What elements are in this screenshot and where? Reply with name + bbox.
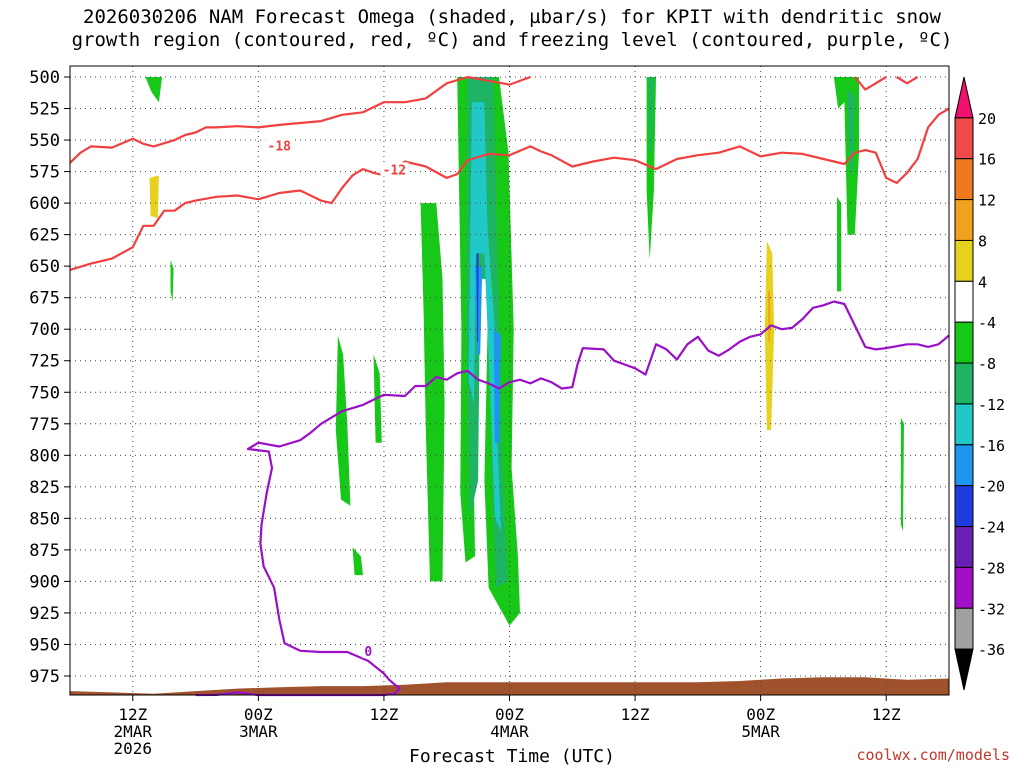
colorbar-label: -32	[978, 600, 1005, 618]
y-tick-label: 550	[29, 131, 60, 151]
colorbar-bin	[954, 280, 974, 323]
y-tick-label: 900	[29, 572, 60, 592]
x-tick-date: 4MAR	[490, 722, 529, 741]
y-tick-label: 950	[29, 635, 60, 655]
contour-label-bg	[265, 138, 294, 153]
contour-label-bg	[380, 162, 409, 177]
colorbar-label: -4	[978, 314, 996, 332]
red-contour	[467, 75, 531, 86]
y-tick-label: 800	[29, 446, 60, 466]
colorbar-bin	[954, 117, 974, 160]
x-tick-label: 12Z	[872, 705, 901, 724]
omega-region	[493, 329, 502, 443]
colorbar-label: 4	[978, 273, 987, 291]
omega-region	[468, 102, 502, 531]
omega-region	[900, 417, 904, 531]
omega-region	[170, 259, 174, 302]
x-tick-date: 3MAR	[239, 722, 278, 741]
colorbar-label: -20	[978, 478, 1005, 496]
contour-label-bg	[362, 644, 375, 659]
y-tick-label: 850	[29, 509, 60, 529]
x-axis-title: Forecast Time (UTC)	[409, 746, 615, 767]
colorbar-bin	[954, 239, 974, 282]
omega-region	[646, 77, 656, 260]
x-tick-date: 5MAR	[741, 722, 780, 741]
y-tick-label: 775	[29, 415, 60, 435]
chart-title-line2: growth region (contoured, red, ºC) and f…	[71, 29, 953, 51]
colorbar-label: -36	[978, 641, 1005, 659]
colorbar-cap-bottom	[954, 648, 974, 691]
colorbar-label: -12	[978, 396, 1005, 414]
colorbar-bin	[954, 321, 974, 364]
omega-region	[768, 291, 771, 342]
y-tick-label: 675	[29, 289, 60, 309]
contour-label: 0	[364, 645, 372, 660]
colorbar-bin	[954, 362, 974, 405]
omega-region	[145, 77, 163, 103]
chart-title-line1: 2026030206 NAM Forecast Omega (shaded, µ…	[83, 6, 941, 28]
colorbar-bin	[954, 526, 974, 568]
y-tick-label: 825	[29, 478, 60, 498]
colorbar-label: 20	[978, 110, 996, 128]
omega-region	[476, 253, 479, 342]
y-tick-label: 925	[29, 604, 60, 624]
colorbar-label: -24	[978, 519, 1005, 537]
purple-contour	[195, 300, 950, 697]
x-tick-year: 2026	[114, 739, 153, 758]
colorbar-bin	[954, 403, 974, 446]
colorbar: 20 16 12 8 4 -4 -8 -12 -16 -20 -24 -28 -32 -36	[954, 76, 1005, 691]
colorbar-label: 8	[978, 232, 987, 250]
y-tick-label: 750	[29, 383, 60, 403]
colorbar-bin	[954, 444, 974, 487]
colorbar-bin	[954, 485, 974, 528]
y-tick-label: 700	[29, 320, 60, 340]
y-tick-label: 500	[29, 68, 60, 88]
y-tick-label: 625	[29, 226, 60, 246]
contour-label: -12	[383, 163, 406, 178]
y-tick-label: 975	[29, 667, 60, 687]
freezing-level-contour: 0	[195, 300, 950, 697]
colorbar-label: 16	[978, 151, 996, 169]
omega-region	[335, 335, 351, 506]
x-tick-label: 00Z	[746, 705, 775, 724]
colorbar-bin	[954, 566, 974, 609]
colorbar-bin	[954, 607, 974, 650]
y-tick-label: 875	[29, 541, 60, 561]
y-tick-label: 725	[29, 352, 60, 372]
colorbar-label: -8	[978, 355, 996, 373]
credit-link[interactable]: coolwx.com/models	[856, 746, 1010, 764]
red-contour	[853, 76, 887, 91]
contour-label: -18	[268, 139, 292, 154]
colorbar-bin	[954, 199, 974, 241]
omega-region	[352, 547, 363, 576]
red-contour	[69, 75, 468, 164]
colorbar-label: -28	[978, 559, 1005, 577]
colorbar-cap-top	[954, 76, 974, 119]
red-contour	[69, 107, 950, 271]
omega-shading	[145, 77, 904, 626]
colorbar-label: 12	[978, 192, 996, 210]
y-tick-label: 525	[29, 100, 60, 120]
y-axis: 500 525 550 575 600 625 650 675 700 725 750 775 800 8…	[29, 68, 70, 687]
x-tick-label: 00Z	[495, 705, 524, 724]
x-tick-label: 12Z	[118, 705, 147, 724]
x-tick-label: 12Z	[621, 705, 650, 724]
red-contour	[896, 76, 919, 85]
y-tick-label: 600	[29, 194, 60, 214]
omega-region	[648, 77, 654, 153]
chart-title: 2026030206 NAM Forecast Omega (shaded, µ…	[0, 6, 1024, 52]
x-tick-label: 12Z	[369, 705, 398, 724]
colorbar-bin	[954, 158, 974, 201]
omega-region	[149, 175, 159, 219]
x-tick-date: 2MAR	[114, 722, 153, 741]
omega-region	[420, 203, 445, 582]
omega-region	[837, 196, 842, 292]
x-tick-label: 00Z	[244, 705, 273, 724]
colorbar-label: -16	[978, 437, 1005, 455]
y-tick-label: 575	[29, 163, 60, 183]
y-tick-label: 650	[29, 257, 60, 277]
dendritic-growth-contours: -18 -12	[69, 75, 950, 271]
